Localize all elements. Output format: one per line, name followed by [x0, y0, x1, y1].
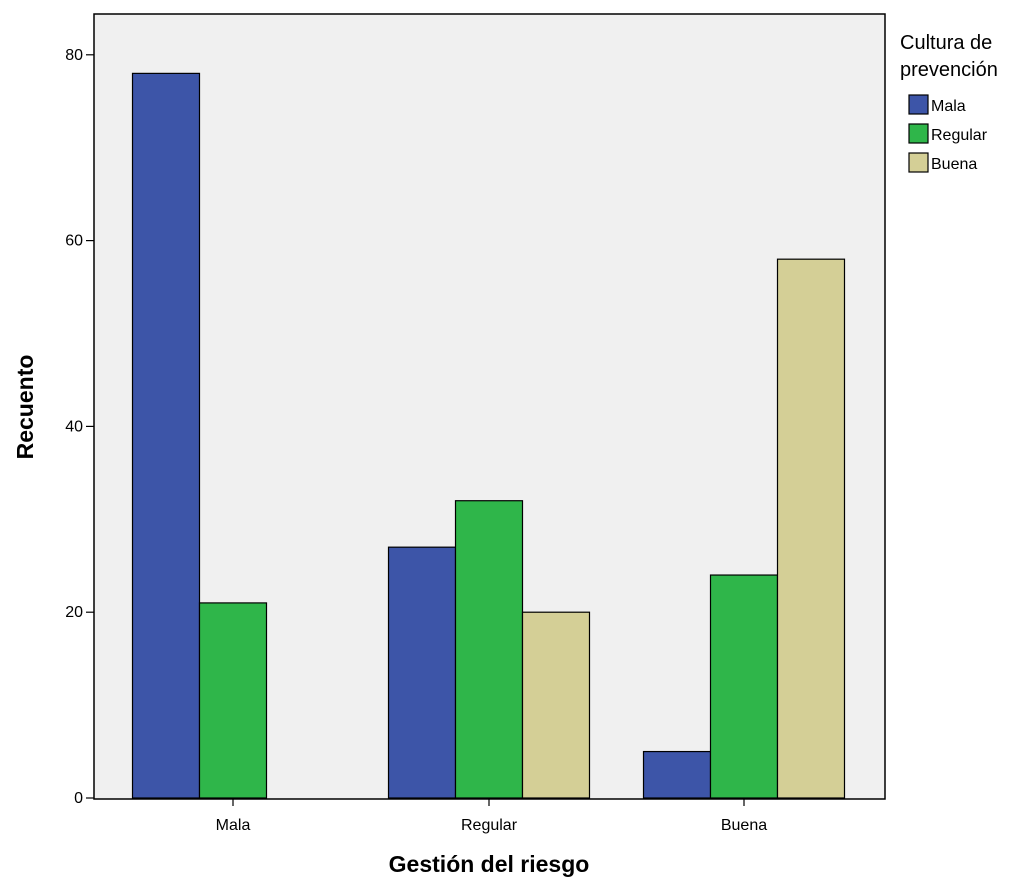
- y-tick-label: 0: [74, 790, 83, 807]
- y-tick-label: 60: [65, 233, 83, 250]
- legend: Cultura de prevención Mala Regular Buena: [900, 32, 998, 173]
- y-tick-label: 20: [65, 604, 83, 621]
- y-tick-label: 40: [65, 418, 83, 435]
- legend-title-line-1: Cultura de: [900, 32, 992, 54]
- legend-label: Buena: [931, 156, 977, 173]
- legend-swatch: [908, 152, 929, 173]
- bar-buena-buena: [776, 258, 846, 799]
- legend-title-line-2: prevención: [900, 59, 998, 81]
- y-tick-label: 80: [65, 47, 83, 64]
- bar-mala-regular: [198, 602, 268, 799]
- x-tick-label: Regular: [461, 817, 518, 834]
- y-axis-title: Recuento: [12, 355, 38, 460]
- bar-mala-mala: [131, 72, 201, 799]
- bar-regular-regular: [454, 500, 524, 799]
- x-axis-title: Gestión del riesgo: [389, 851, 590, 877]
- y-axis: 0 20 40 60 80: [65, 47, 94, 807]
- bar-regular-buena: [521, 611, 591, 799]
- legend-swatch: [908, 94, 929, 115]
- bar-regular-mala: [387, 546, 457, 799]
- legend-swatch: [908, 123, 929, 144]
- legend-label: Mala: [931, 98, 966, 115]
- x-tick-label: Buena: [721, 817, 767, 834]
- bar-buena-regular: [709, 574, 779, 799]
- x-axis: Mala Regular Buena: [216, 798, 767, 834]
- x-tick-label: Mala: [216, 817, 251, 834]
- bar-buena-mala: [642, 750, 712, 799]
- legend-label: Regular: [931, 127, 988, 144]
- bars-group: [131, 72, 846, 799]
